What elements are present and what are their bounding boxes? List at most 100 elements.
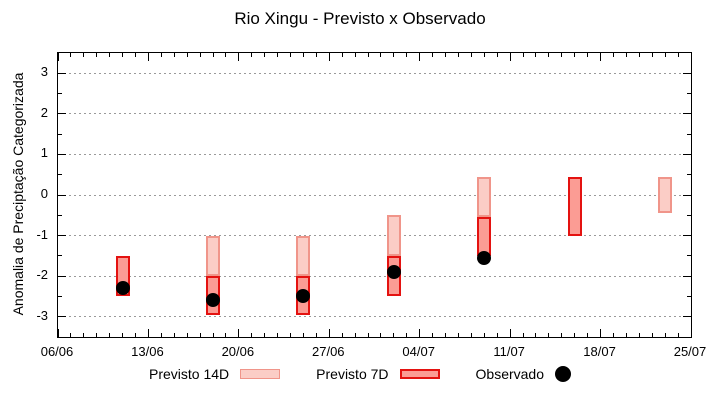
x-tick — [315, 53, 317, 57]
x-tick — [173, 53, 175, 57]
x-tick — [587, 333, 589, 337]
x-tick-label: 11/07 — [493, 344, 525, 359]
x-tick — [406, 53, 408, 57]
gridline — [59, 194, 690, 196]
observado-dot — [296, 289, 311, 304]
x-tick — [354, 333, 356, 337]
x-tick — [457, 333, 459, 337]
y-tick-major — [58, 113, 66, 115]
gridline — [59, 113, 690, 115]
x-tick — [638, 333, 640, 337]
x-tick — [277, 333, 279, 337]
x-tick — [496, 333, 498, 337]
x-tick — [574, 333, 576, 337]
y-tick-label: -3 — [36, 307, 48, 323]
x-tick — [238, 329, 240, 337]
x-tick — [393, 53, 395, 57]
y-tick-label: 3 — [40, 64, 48, 80]
y-tick-minor — [58, 255, 62, 257]
observado-dot — [477, 250, 492, 265]
y-tick-minor — [687, 174, 691, 176]
x-tick — [548, 53, 550, 57]
observado-dot — [206, 293, 221, 308]
y-tick-minor — [687, 255, 691, 257]
x-tick — [315, 333, 317, 337]
legend-item-observado: Observado — [476, 366, 571, 382]
x-tick — [186, 333, 188, 337]
x-tick — [483, 53, 485, 57]
legend-swatch-previsto-14d — [240, 369, 281, 379]
bar-previsto-14d — [658, 176, 673, 214]
y-tick-minor — [687, 214, 691, 216]
x-tick — [173, 333, 175, 337]
x-tick — [367, 53, 369, 57]
gridline — [59, 275, 690, 277]
x-tick — [690, 53, 692, 61]
x-tick — [135, 53, 136, 57]
x-tick-label: 13/06 — [131, 344, 164, 359]
x-tick — [83, 333, 85, 337]
x-tick — [587, 53, 589, 57]
legend: Previsto 14D Previsto 7D Observado — [0, 366, 720, 382]
bar-previsto-14d — [296, 235, 311, 277]
y-tick-minor — [58, 133, 62, 135]
x-tick — [135, 333, 136, 337]
x-tick — [328, 329, 330, 337]
x-tick — [561, 53, 563, 57]
x-tick — [83, 53, 85, 57]
legend-observado-dot-icon — [555, 366, 571, 382]
x-tick-label: 06/06 — [40, 344, 74, 359]
observado-dot — [115, 281, 130, 296]
legend-label-previsto-7d: Previsto 7D — [316, 366, 389, 382]
x-tick-label: 20/06 — [221, 344, 255, 359]
x-tick — [638, 53, 640, 57]
x-tick — [122, 333, 124, 337]
x-tick — [122, 53, 124, 57]
gridline — [59, 153, 690, 155]
x-tick — [57, 329, 59, 337]
x-tick — [160, 53, 162, 57]
x-tick — [561, 333, 563, 337]
x-tick — [393, 333, 395, 337]
x-tick — [445, 53, 447, 57]
x-tick — [251, 333, 253, 337]
x-tick — [690, 329, 692, 337]
y-tick-major — [683, 194, 691, 196]
x-tick-label: 25/07 — [673, 344, 707, 359]
x-tick — [341, 333, 343, 337]
legend-label-previsto-14d: Previsto 14D — [149, 366, 230, 382]
x-tick — [664, 333, 666, 337]
y-tick-minor — [58, 174, 62, 176]
x-tick — [509, 329, 511, 337]
y-tick-major — [683, 72, 691, 74]
y-tick-minor — [58, 93, 62, 95]
y-tick-major — [683, 275, 691, 277]
legend-item-previsto-7d: Previsto 7D — [316, 366, 440, 382]
x-tick — [96, 333, 98, 337]
x-tick — [147, 329, 149, 337]
page-title: Rio Xingu - Previsto x Observado — [234, 9, 486, 28]
x-tick — [70, 53, 72, 57]
x-tick — [251, 53, 253, 57]
x-tick — [677, 333, 679, 337]
x-tick — [522, 333, 524, 337]
y-tick-minor — [687, 93, 691, 95]
x-tick — [432, 53, 434, 57]
y-tick-minor — [687, 133, 691, 135]
x-tick — [109, 333, 111, 337]
x-tick — [419, 53, 421, 61]
x-tick — [457, 53, 459, 57]
bar-previsto-14d — [206, 235, 221, 277]
x-tick — [612, 333, 614, 337]
x-tick — [354, 53, 356, 57]
y-tick-major — [683, 153, 691, 155]
x-tick — [651, 53, 653, 57]
x-tick — [522, 53, 524, 57]
x-tick — [264, 53, 266, 57]
x-tick — [212, 333, 214, 337]
x-tick — [290, 333, 292, 337]
x-tick — [432, 333, 434, 337]
y-tick-label: 2 — [40, 104, 48, 120]
x-tick-label: 04/07 — [402, 344, 435, 359]
x-tick — [483, 333, 485, 337]
